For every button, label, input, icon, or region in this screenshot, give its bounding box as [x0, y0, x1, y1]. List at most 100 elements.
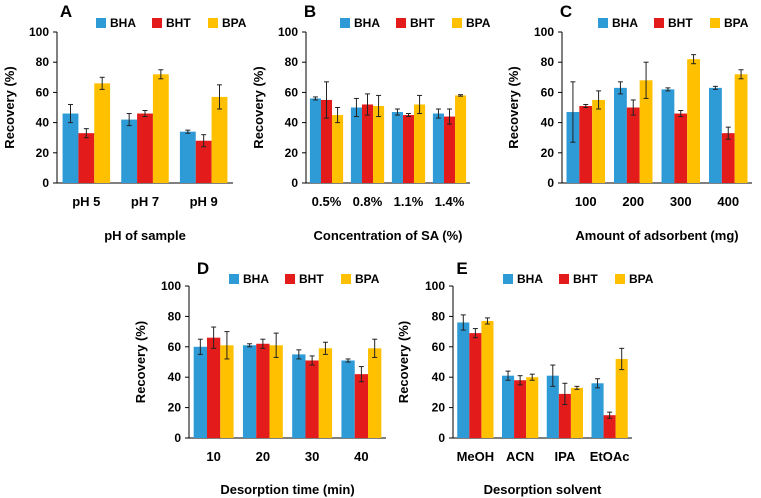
legend-label-bpa: BPA [355, 272, 380, 286]
y-tick-label: 40 [541, 116, 555, 130]
chart-panel-b: B BHA BHT BPA 0 20 40 60 80 100 Recovery (%) Concen… [251, 2, 491, 243]
y-tick-label: 40 [36, 116, 50, 130]
bar-bpa [615, 358, 628, 438]
x-category-label: 0.8% [353, 194, 383, 209]
y-tick-label: 20 [285, 146, 299, 160]
x-category-label: 40 [354, 449, 368, 464]
bar-bha [179, 131, 196, 183]
bar-bht [78, 133, 95, 183]
y-axis-title: Recovery (%) [396, 321, 411, 403]
bar-bha [709, 87, 722, 183]
x-category-label: 100 [575, 194, 597, 209]
bar-bht [603, 415, 616, 438]
y-tick-label: 40 [285, 116, 299, 130]
bar-bpa [269, 345, 283, 438]
bar-bpa [481, 320, 494, 438]
bar-bha [242, 345, 257, 438]
legend-swatch-bht [285, 274, 295, 284]
x-category-label: EtOAc [590, 449, 630, 464]
bar-bht [320, 99, 333, 183]
y-tick-label: 60 [285, 85, 299, 99]
chart-panel-e: E BHA BHT BPA 0 20 40 60 80 100 Recovery (%) Desorp… [396, 259, 654, 497]
legend-swatch-bpa [615, 274, 625, 284]
chart-panel-a: A BHA BHT BPA 0 20 40 60 80 100 Recovery (%) pH of … [2, 2, 247, 243]
bar-bpa [526, 377, 539, 438]
legend-label-bha: BHA [354, 16, 380, 30]
bar-bha [614, 87, 627, 183]
x-category-label: ACN [506, 449, 534, 464]
bar-bpa [734, 74, 748, 183]
legend-label-bha: BHA [243, 272, 269, 286]
bar-bha [350, 107, 362, 183]
bar-bht [579, 105, 593, 183]
bar-bht [137, 113, 153, 183]
legend-swatch-bha [340, 18, 350, 28]
y-tick-label: 80 [168, 309, 182, 323]
bar-bht [361, 104, 374, 183]
y-tick-label: 100 [29, 25, 49, 39]
x-category-label: IPA [555, 449, 576, 464]
y-tick-label: 0 [291, 176, 298, 190]
bar-bht [558, 393, 571, 438]
x-axis-title: Desorption solvent [484, 482, 602, 497]
y-axis-title: Recovery (%) [2, 66, 17, 148]
x-category-label: pH 7 [131, 194, 159, 209]
x-category-label: 200 [622, 194, 644, 209]
y-tick-label: 20 [541, 146, 555, 160]
y-tick-label: 20 [432, 401, 446, 415]
bar-bpa [152, 74, 169, 183]
bar-bht [206, 337, 221, 438]
y-tick-label: 100 [534, 25, 554, 39]
legend-label-bha: BHA [612, 16, 638, 30]
y-axis-title: Recovery (%) [133, 321, 148, 403]
y-tick-label: 80 [432, 309, 446, 323]
legend-swatch-bpa [341, 274, 351, 284]
bar-bha [121, 119, 138, 183]
y-tick-label: 20 [168, 401, 182, 415]
legend-swatch-bht [559, 274, 569, 284]
bar-bha [292, 354, 306, 438]
legend-swatch-bpa [710, 18, 720, 28]
bar-bha [566, 112, 580, 183]
panel-letter: E [456, 259, 467, 278]
bar-bht [626, 107, 640, 183]
legend-label-bha: BHA [110, 16, 136, 30]
x-category-label: 20 [256, 449, 270, 464]
legend-label-bpa: BPA [724, 16, 749, 30]
y-tick-label: 40 [168, 370, 182, 384]
y-tick-label: 0 [438, 431, 445, 445]
x-axis-title: Desorption time (min) [220, 482, 354, 497]
bar-bpa [455, 95, 467, 183]
bar-bht [256, 343, 270, 438]
bar-bpa [94, 83, 111, 183]
y-tick-label: 0 [174, 431, 181, 445]
bar-bha [391, 112, 403, 183]
bar-bpa [687, 59, 700, 183]
y-tick-label: 100 [161, 279, 181, 293]
y-tick-label: 60 [36, 85, 50, 99]
y-tick-label: 80 [36, 55, 50, 69]
x-category-label: 1.1% [394, 194, 424, 209]
panel-letter: C [560, 2, 572, 21]
y-tick-label: 40 [432, 370, 446, 384]
bar-bha [591, 383, 604, 438]
legend-label-bht: BHT [166, 16, 191, 30]
bar-bpa [592, 99, 605, 183]
y-tick-label: 60 [432, 340, 446, 354]
legend-label-bpa: BPA [222, 16, 247, 30]
bar-bpa [368, 348, 382, 438]
x-axis-title: Concentration of SA (%) [313, 228, 462, 243]
x-category-label: pH 9 [190, 194, 218, 209]
panel-letter: B [304, 2, 316, 21]
legend-swatch-bpa [452, 18, 462, 28]
bar-bha [341, 360, 355, 438]
bar-bht [469, 333, 482, 438]
bar-bpa [639, 80, 653, 183]
bar-bht [514, 380, 527, 438]
x-category-label: 10 [206, 449, 220, 464]
y-tick-label: 80 [541, 55, 555, 69]
bar-bha [62, 113, 79, 183]
legend-swatch-bht [396, 18, 406, 28]
bar-bht [195, 140, 212, 183]
